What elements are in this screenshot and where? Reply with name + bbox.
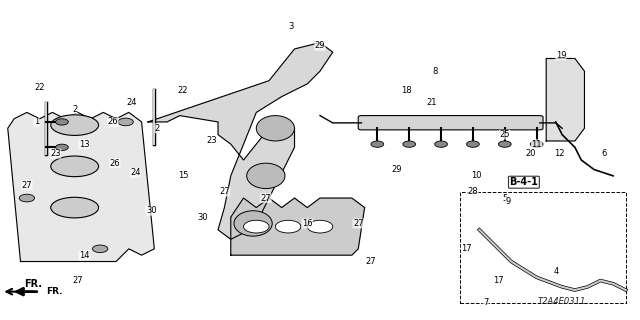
Text: 19: 19 [556,51,566,60]
Text: 17: 17 [461,244,472,253]
Bar [460,192,626,303]
Text: 9: 9 [506,197,511,206]
Polygon shape [546,59,584,141]
Text: 27: 27 [353,219,364,228]
Text: 8: 8 [432,67,437,76]
Text: 11: 11 [531,140,542,148]
Text: 28: 28 [468,187,478,196]
Text: 10: 10 [471,172,481,180]
Text: 2: 2 [155,124,160,133]
Text: 17: 17 [493,276,504,285]
Text: 30: 30 [197,212,207,222]
Text: 27: 27 [72,276,83,285]
Circle shape [467,141,479,147]
Circle shape [56,144,68,150]
Text: 24: 24 [130,168,140,177]
Text: 26: 26 [109,159,120,168]
Polygon shape [8,112,154,261]
Text: 22: 22 [35,83,45,92]
Circle shape [118,118,133,126]
Text: 4: 4 [553,267,558,276]
Ellipse shape [51,197,99,218]
Text: 20: 20 [525,149,536,158]
Text: 12: 12 [554,149,564,158]
Text: 27: 27 [219,187,230,196]
Ellipse shape [51,115,99,135]
Text: 23: 23 [51,149,61,158]
Text: 7: 7 [483,298,488,307]
Text: 25: 25 [500,130,510,139]
Text: 14: 14 [79,251,90,260]
Text: 16: 16 [302,219,312,228]
Text: 27: 27 [22,181,32,190]
Circle shape [531,141,543,147]
Circle shape [435,141,447,147]
Text: FR.: FR. [24,279,42,289]
Text: 13: 13 [79,140,90,148]
Text: 26: 26 [108,117,118,126]
Ellipse shape [246,163,285,188]
Text: 18: 18 [401,86,412,95]
Circle shape [371,141,384,147]
Ellipse shape [234,211,272,236]
Circle shape [93,245,108,252]
Circle shape [275,220,301,233]
Ellipse shape [256,116,294,141]
Text: 3: 3 [289,22,294,31]
Ellipse shape [51,156,99,177]
Text: FR.: FR. [46,287,63,296]
Text: 27: 27 [365,257,376,266]
Text: 1: 1 [34,117,39,126]
Text: 29: 29 [315,41,325,50]
Polygon shape [148,43,333,239]
Circle shape [403,141,415,147]
Text: T2A4E0311: T2A4E0311 [538,297,586,306]
Text: 30: 30 [146,206,156,215]
Text: 2: 2 [72,105,77,114]
Text: 15: 15 [178,172,188,180]
Circle shape [499,141,511,147]
FancyBboxPatch shape [358,116,543,130]
Text: 27: 27 [260,194,271,203]
Text: 29: 29 [391,165,402,174]
Text: 6: 6 [601,149,606,158]
Text: 23: 23 [206,136,217,146]
Circle shape [19,194,35,202]
Circle shape [307,220,333,233]
Text: 21: 21 [426,99,436,108]
Text: B-4-1: B-4-1 [509,177,538,187]
Text: 22: 22 [178,86,188,95]
Polygon shape [231,198,365,255]
Text: 5: 5 [502,194,508,203]
Circle shape [244,220,269,233]
Text: 24: 24 [127,99,137,108]
Circle shape [56,119,68,125]
